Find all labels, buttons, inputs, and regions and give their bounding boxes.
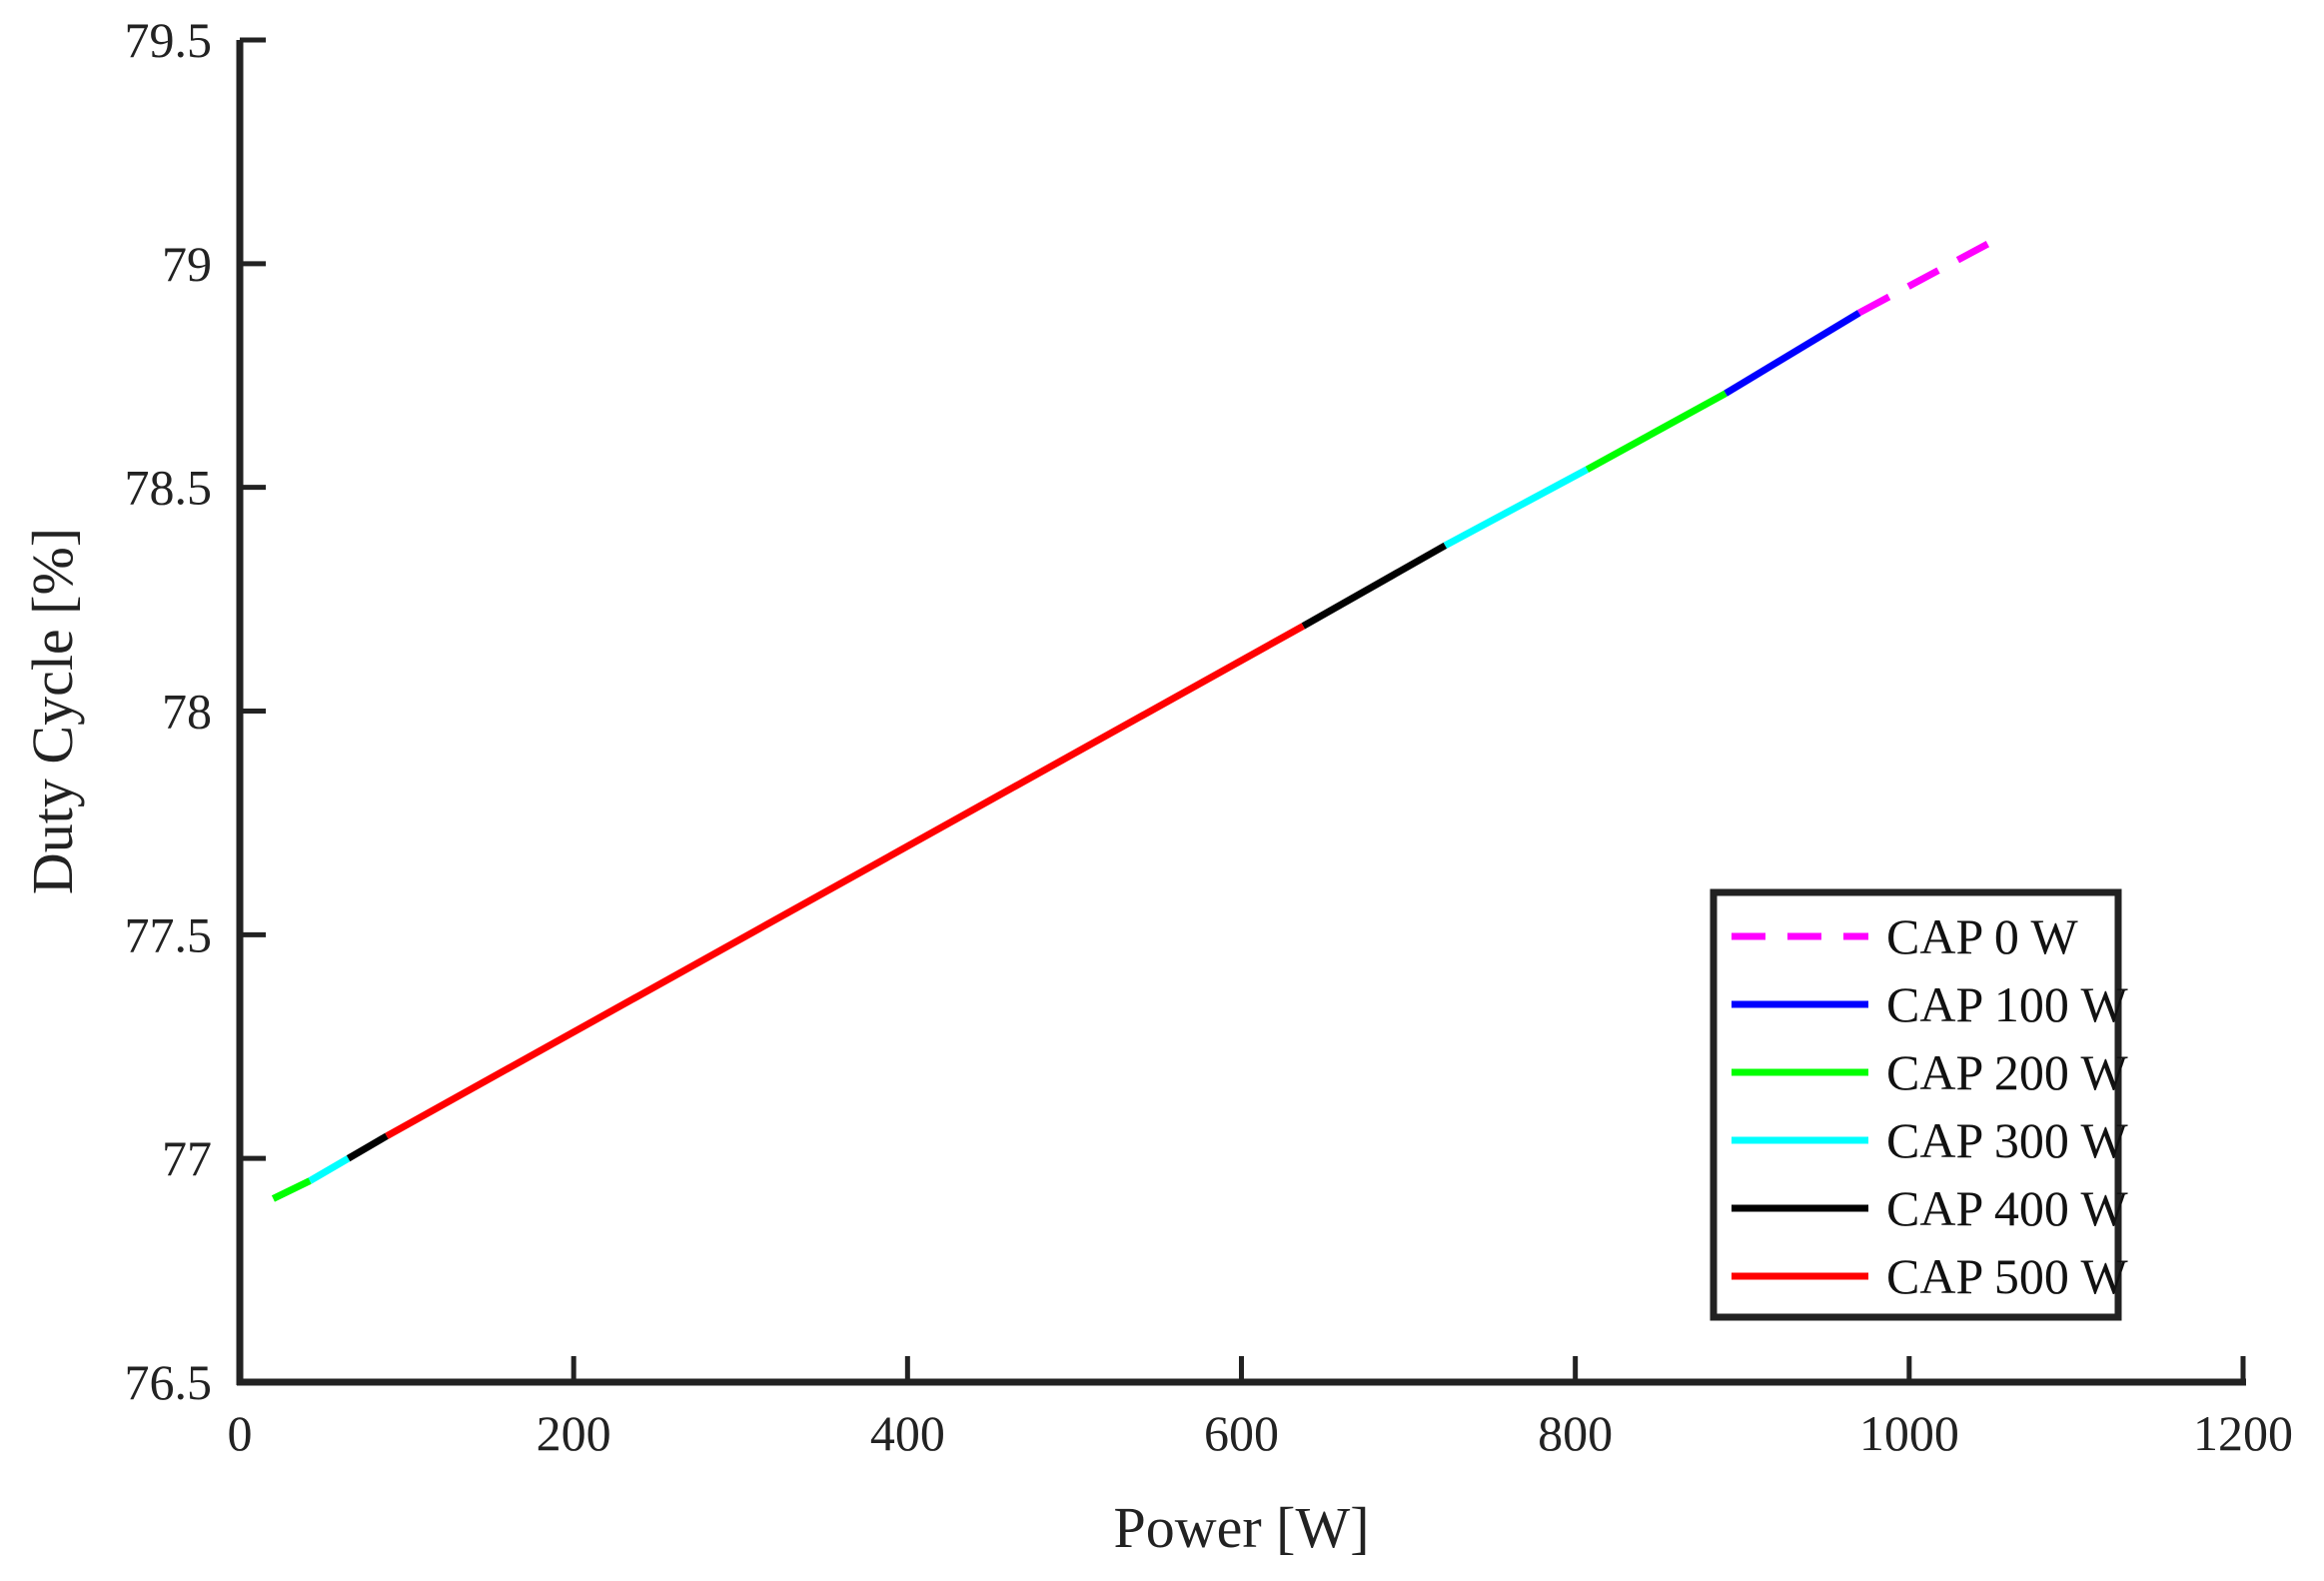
segment-0 [271,1177,312,1202]
y-tick-label-1: 77 [162,1130,212,1186]
y-tick-label-5: 79 [162,236,212,292]
y-tick-label-6: 79.5 [125,12,213,68]
segment-2 [346,1132,389,1162]
segment-1 [308,1155,351,1184]
legend: CAP 0 W CAP 100 W CAP 200 W CAP 300 W CAP 40… [1710,888,2129,1321]
legend-label-0: CAP 0 W [1886,908,2079,964]
legend-label-1: CAP 100 W [1886,976,2129,1032]
x-tick-label-0: 0 [228,1405,253,1461]
x-axis-label: Power [W] [1113,1495,1369,1560]
y-tick-label-3: 78 [162,684,212,740]
legend-label-3: CAP 300 W [1886,1112,2129,1168]
x-tick-label-6: 1200 [2193,1405,2293,1461]
x-tick-label-3: 600 [1204,1405,1279,1461]
legend-label-5: CAP 500 W [1886,1248,2129,1304]
series-line-0 [1857,238,1995,317]
y-tick-label-2: 77.5 [125,906,213,962]
series-line-1 [1724,310,1861,397]
x-tick-label-4: 800 [1538,1405,1613,1461]
ticks: 0 200 400 600 800 1000 1200 76.5 77 77.5 78 78.5 79 7… [125,12,2294,1461]
series-line-4 [1301,542,1448,630]
x-tick-label-1: 200 [537,1405,611,1461]
legend-label-4: CAP 400 W [1886,1180,2129,1236]
y-axis-label: Duty Cycle [%] [20,528,85,894]
y-tick-label-4: 78.5 [125,460,213,516]
legend-box [1710,888,2122,1321]
x-tick-label-2: 400 [870,1405,945,1461]
series-line-5 [385,623,1306,1139]
legend-label-2: CAP 200 W [1886,1044,2129,1100]
series-line-2 [1585,390,1728,473]
series-line-3 [1443,466,1590,549]
y-tick-label-0: 76.5 [125,1354,213,1410]
plot-lines [271,238,1995,1202]
x-tick-label-5: 1000 [1859,1405,1959,1461]
